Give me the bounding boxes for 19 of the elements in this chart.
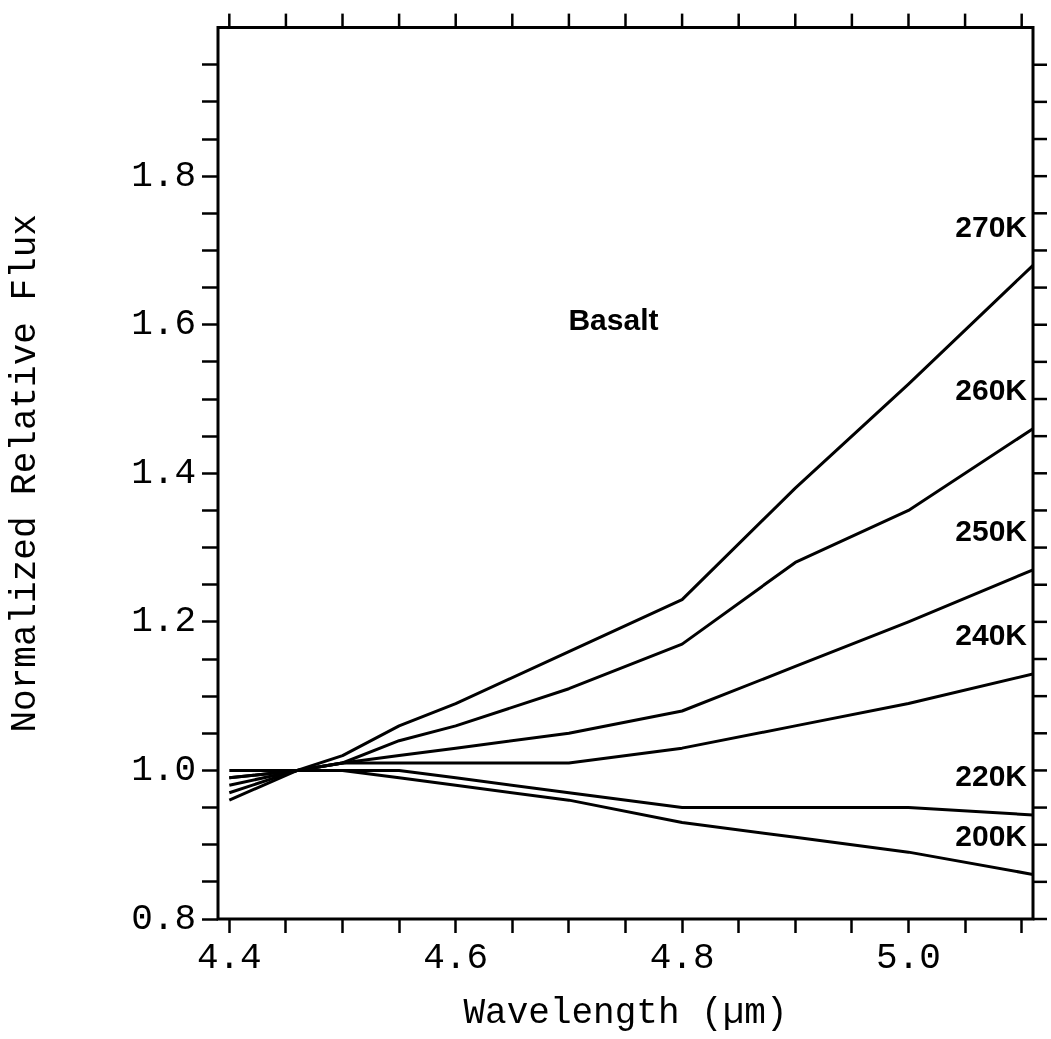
annotation: Basalt xyxy=(568,303,659,337)
y-tick-label: 1.6 xyxy=(131,304,196,346)
x-tick-label: 4.4 xyxy=(196,938,262,980)
y-tick-label: 1.8 xyxy=(131,155,196,197)
legend-label: 250K xyxy=(955,514,1028,548)
y-tick-label: 1.4 xyxy=(131,452,196,494)
legend-label: 270K xyxy=(955,209,1028,243)
y-tick-label: 1.0 xyxy=(131,749,196,791)
text: 4.8 xyxy=(649,938,715,980)
y-tick-label: 0.8 xyxy=(131,898,196,940)
x-axis-title: Wavelength (µm) xyxy=(463,992,788,1034)
y-axis-title: Normalized Relative Flux xyxy=(5,214,47,733)
legend-label: 220K xyxy=(955,759,1028,793)
x-tick-label: 5.0 xyxy=(876,938,941,980)
legend-label: 260K xyxy=(955,373,1028,406)
legend-label: 240K xyxy=(955,618,1028,652)
legend-label: 200K xyxy=(955,818,1028,852)
text: 4.6 xyxy=(423,938,489,980)
y-tick-label: 1.2 xyxy=(131,601,196,643)
